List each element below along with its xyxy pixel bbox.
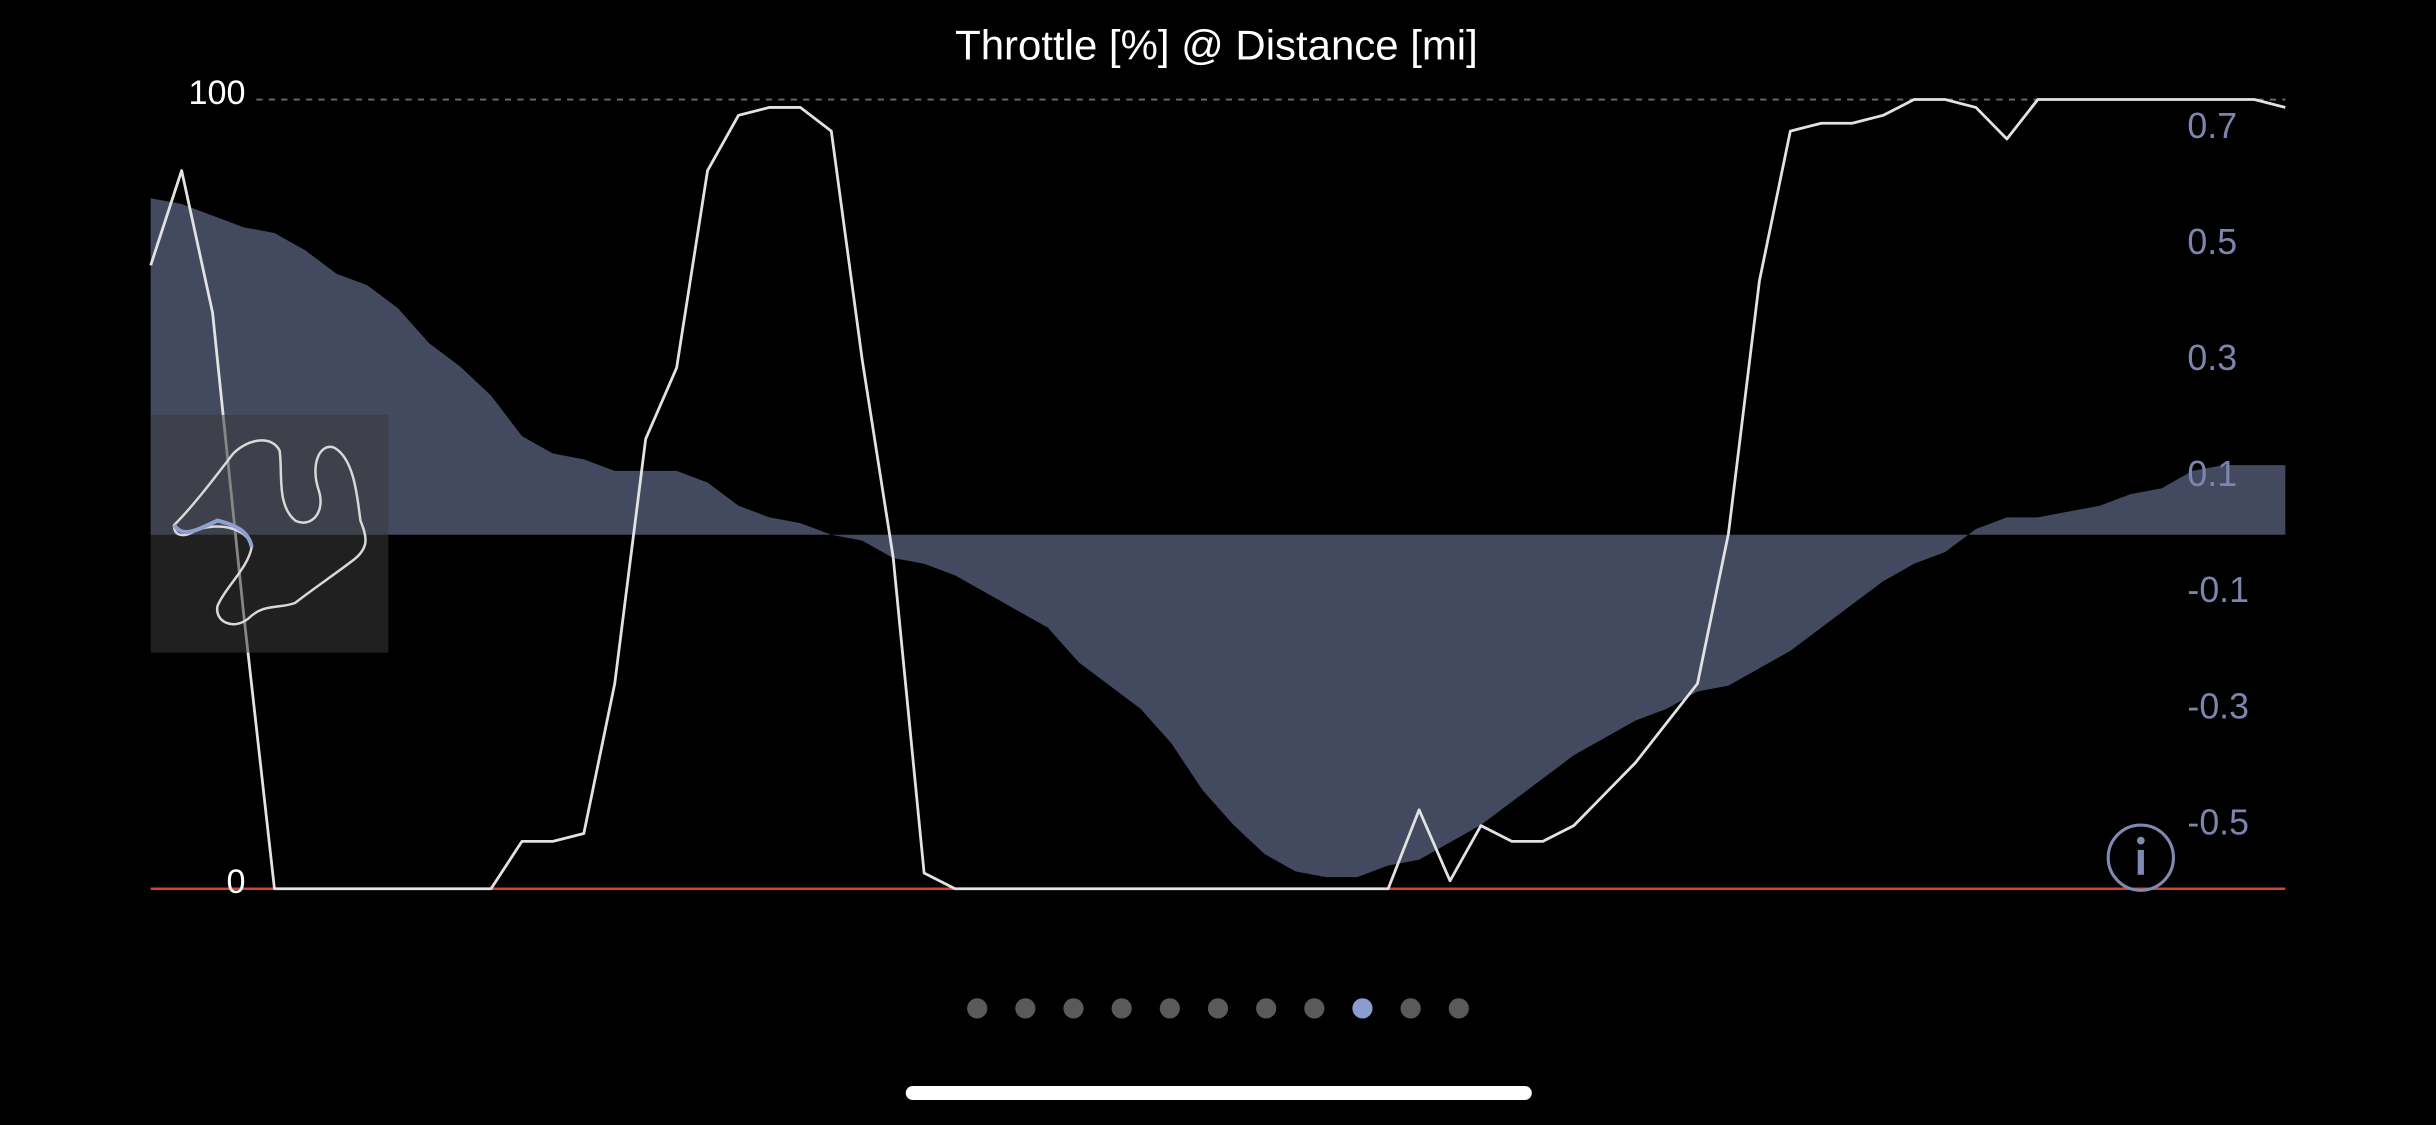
page-dot-active[interactable]	[1352, 998, 1373, 1019]
info-circle[interactable]	[2106, 823, 2175, 892]
info-dot	[2136, 836, 2145, 845]
y2-tick-label: 0.3	[2187, 338, 2237, 378]
home-indicator	[905, 1086, 1532, 1101]
y2-tick-label: -0.1	[2187, 570, 2249, 610]
page-dot[interactable]	[1159, 998, 1180, 1019]
track-position	[172, 518, 254, 548]
page-dot[interactable]	[1063, 998, 1084, 1019]
y2-tick-label: 0.1	[2187, 454, 2237, 494]
page-dot[interactable]	[1111, 998, 1132, 1019]
track-outline	[172, 439, 367, 626]
chart-title: Throttle [%] @ Distance [mi]	[955, 21, 1478, 68]
y-tick-label: 0	[226, 863, 245, 901]
area	[150, 198, 2286, 878]
info-stem	[2137, 849, 2144, 875]
page-dot[interactable]	[1400, 998, 1421, 1019]
y2-tick-label: 0.5	[2187, 222, 2237, 262]
info-button[interactable]	[2106, 823, 2175, 892]
page-dot[interactable]	[1448, 998, 1469, 1019]
tick-labels: 0 100 0.7 0.5 0.3 0.1 -0.1 -0.3 -0.5	[188, 74, 2249, 901]
plot-area: 0 100 0.7 0.5 0.3 0.1 -0.1 -0.3 -0.5	[149, 74, 2286, 901]
y2-tick-label: -0.5	[2187, 802, 2249, 842]
y2-tick-label: 0.7	[2187, 106, 2237, 146]
y-tick-label: 100	[188, 74, 245, 112]
page-dot[interactable]	[1256, 998, 1277, 1019]
page-dot[interactable]	[1015, 998, 1036, 1019]
page-dot[interactable]	[1207, 998, 1229, 1019]
page-dot[interactable]	[1304, 998, 1325, 1019]
page-indicator	[967, 998, 1469, 1019]
series-layer	[149, 98, 2286, 891]
track-map	[150, 414, 389, 653]
line	[149, 98, 2286, 891]
y2-tick-label: -0.3	[2187, 686, 2249, 726]
page-dot[interactable]	[967, 998, 988, 1019]
